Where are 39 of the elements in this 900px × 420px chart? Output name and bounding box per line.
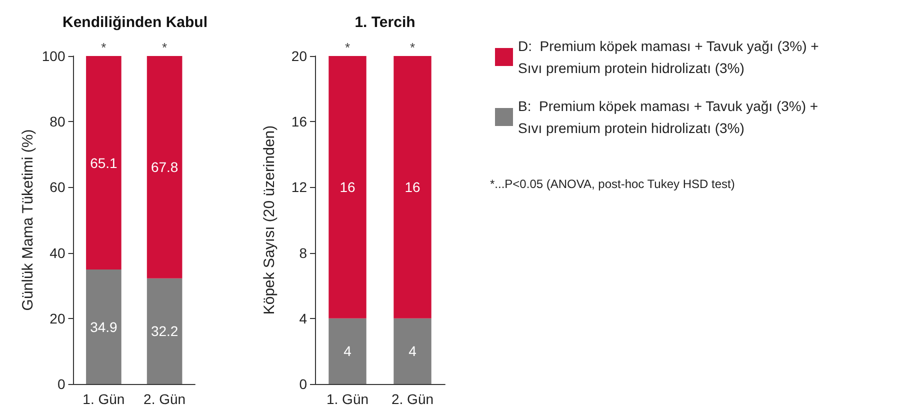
legend-label: D: Premium köpek maması + Tavuk yağı (3%) + Sıvı premium protein hidrolizatı (3%) <box>518 38 823 76</box>
annotation: * <box>162 40 168 55</box>
y-tick-label: 60 <box>50 179 66 196</box>
y-tick-label: 20 <box>50 310 66 326</box>
x-tick-label: 2. Gün <box>144 391 186 407</box>
data-label: 34.9 <box>90 318 118 335</box>
x-tick-label: 1. Gün <box>326 391 369 407</box>
chart-title: Kendiliğinden Kabul <box>62 14 208 31</box>
y-tick-label: 0 <box>299 376 308 392</box>
bar <box>86 56 122 270</box>
text: *...P<0.05 (ANOVA, post-hoc Tukey HSD test) <box>490 177 735 191</box>
y-axis-title: Günlük Mama Tüketimi (%) <box>19 129 36 311</box>
data-label: 65.1 <box>90 154 118 171</box>
x-tick-label: 2. Gün <box>391 391 434 407</box>
data-label: 16 <box>340 179 356 196</box>
bar <box>146 278 182 384</box>
annotation: * <box>101 40 106 55</box>
bar <box>146 56 182 278</box>
data-label: 67.8 <box>150 159 178 176</box>
y-tick-label: 80 <box>50 114 66 130</box>
bar <box>86 270 122 384</box>
y-tick-label: 4 <box>299 310 308 326</box>
y-tick-label: 8 <box>299 244 308 261</box>
x-tick-label: 1. Gün <box>82 391 125 407</box>
annotation: * <box>410 40 416 55</box>
annotation: * <box>344 40 350 55</box>
y-tick-label: 0 <box>57 376 66 392</box>
y-tick-label: 16 <box>291 114 308 130</box>
data-label: 32.2 <box>150 323 178 340</box>
y-tick-label: 40 <box>50 244 66 261</box>
y-axis-title: Köpek Sayısı (20 üzerinden) <box>261 125 278 315</box>
legend-label: B: Premium köpek maması + Tavuk yağı (3%) + Sıvı premium protein hidrolizatı (3%) <box>518 98 826 136</box>
data-label: 4 <box>344 343 352 360</box>
y-tick-label: 20 <box>291 48 308 64</box>
y-tick-label: 12 <box>291 179 308 196</box>
data-label: 16 <box>404 179 420 196</box>
chart-title: 1. Tercih <box>354 14 416 31</box>
y-tick-label: 100 <box>42 48 66 64</box>
data-label: 4 <box>408 343 417 360</box>
